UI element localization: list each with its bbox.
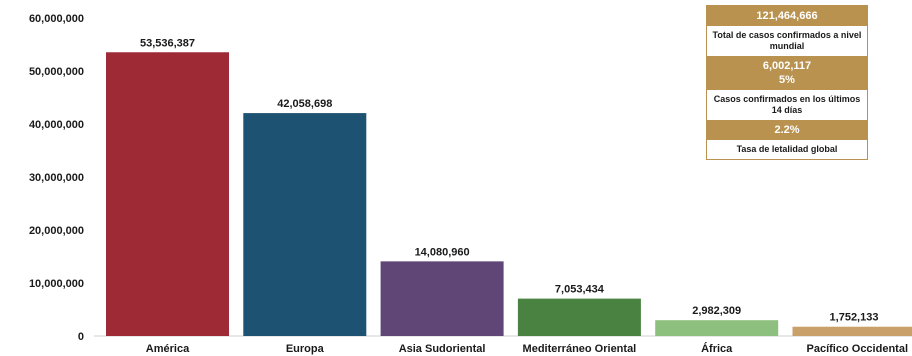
bar-value-labels: 53,536,387 42,058,698 14,080,960 7,053,434 2… bbox=[140, 37, 879, 323]
bar bbox=[243, 113, 367, 336]
y-tick-label: 40,000,000 bbox=[29, 119, 84, 131]
y-tick-label: 20,000,000 bbox=[29, 225, 84, 237]
bar-value-label: 42,058,698 bbox=[277, 98, 332, 110]
y-tick-label: 60,000,000 bbox=[29, 13, 84, 25]
bar bbox=[380, 261, 504, 336]
y-tick-label: 10,000,000 bbox=[29, 278, 84, 290]
bar bbox=[655, 320, 779, 336]
bar bbox=[106, 52, 229, 337]
recent-cases-percent: 5% bbox=[779, 74, 795, 86]
bar-value-label: 7,053,434 bbox=[555, 284, 605, 296]
bar-value-label: 2,982,309 bbox=[692, 305, 741, 317]
bar bbox=[517, 298, 641, 336]
y-tick-label: 50,000,000 bbox=[29, 66, 84, 78]
category-label: África bbox=[701, 342, 733, 355]
bar-value-label: 1,752,133 bbox=[830, 312, 879, 324]
stats-panel: 121,464,666 Total de casos confirmados a… bbox=[706, 5, 868, 160]
y-tick-label: 0 bbox=[78, 331, 84, 343]
category-label: Europa bbox=[286, 343, 325, 355]
total-cases-label: Total de casos confirmados a nivel mundi… bbox=[707, 26, 867, 56]
bar-value-label: 14,080,960 bbox=[415, 246, 470, 258]
total-cases-value: 121,464,666 bbox=[707, 6, 867, 26]
category-label: Pacífico Occidental bbox=[807, 343, 908, 355]
recent-cases-block: 6,002,117 5% bbox=[707, 56, 867, 90]
category-label: América bbox=[146, 343, 190, 355]
recent-cases-value: 6,002,117 bbox=[762, 60, 812, 72]
recent-cases-label: Casos confirmados en los últimos 14 días bbox=[707, 90, 867, 120]
bars bbox=[106, 52, 912, 337]
bar-value-label: 53,536,387 bbox=[140, 37, 195, 49]
y-axis: 0 10,000,000 20,000,000 30,000,000 40,000,00… bbox=[29, 13, 84, 343]
lethality-label: Tasa de letalidad global bbox=[707, 140, 867, 159]
bar bbox=[792, 326, 912, 336]
x-axis: América Europa Asia Sudoriental Mediterráne… bbox=[146, 342, 908, 355]
category-label: Asia Sudoriental bbox=[399, 343, 486, 355]
y-tick-label: 30,000,000 bbox=[29, 172, 84, 184]
category-label: Mediterráneo Oriental bbox=[523, 343, 637, 355]
lethality-value: 2.2% bbox=[707, 120, 867, 140]
